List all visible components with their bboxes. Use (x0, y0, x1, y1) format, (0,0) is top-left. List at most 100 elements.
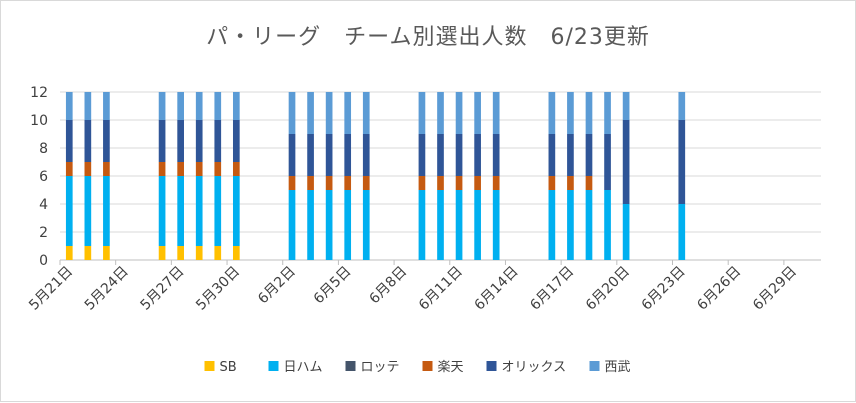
bar-segment-5-1 (84, 92, 92, 120)
bar-segment-5-27 (567, 92, 574, 134)
bar-segment-0-2 (103, 246, 110, 260)
bar-segment-1-15 (344, 190, 352, 260)
bar-segment-3-7 (195, 162, 203, 176)
bar-segment-1-9 (232, 176, 240, 246)
bar-segment-0-9 (232, 246, 240, 260)
bar-segment-1-20 (437, 190, 444, 260)
bar-segment-4-2 (103, 120, 110, 162)
bar-segment-4-20 (437, 134, 444, 176)
bar-segment-3-2 (103, 162, 110, 176)
bar-segment-4-13 (307, 134, 314, 176)
legend-label: 日ハム (284, 360, 323, 375)
bar-segment-4-7 (195, 120, 203, 162)
bar-segment-1-22 (474, 190, 481, 260)
bar-segment-5-14 (325, 92, 333, 134)
bar-segment-3-27 (567, 176, 574, 190)
bar-segment-3-5 (158, 162, 166, 176)
legend-swatch (422, 361, 433, 371)
bar-segment-4-26 (548, 134, 556, 176)
legend-swatch (589, 361, 600, 371)
x-tick-label: 6月2日 (255, 264, 299, 308)
bar-segment-1-12 (288, 190, 296, 260)
x-tick-label: 6月5日 (311, 264, 355, 308)
bar-segment-4-16 (362, 134, 370, 176)
bar-segment-1-30 (622, 204, 630, 260)
bar-segment-5-13 (307, 92, 314, 134)
bar-segment-5-30 (622, 92, 630, 120)
bar-segment-4-14 (325, 134, 333, 176)
bar-segment-0-1 (84, 246, 92, 260)
bar-segment-4-19 (418, 134, 426, 176)
bar-segment-4-9 (232, 120, 240, 162)
bar-segment-3-23 (492, 176, 500, 190)
bar-segment-1-14 (325, 190, 333, 260)
x-tick-label: 6月8日 (366, 264, 410, 308)
x-tick-label: 5月24日 (82, 264, 132, 314)
bar-segment-5-5 (158, 92, 166, 120)
bar-segment-0-0 (65, 246, 73, 260)
bar-segment-3-19 (418, 176, 426, 190)
bar-segment-4-1 (84, 120, 92, 162)
legend-label: オリックス (502, 360, 567, 375)
bar-segment-1-29 (604, 190, 611, 260)
bar-segment-0-7 (195, 246, 203, 260)
bar-segment-1-2 (103, 176, 110, 246)
legend-label: 楽天 (438, 359, 464, 375)
legend-label: 西武 (605, 360, 631, 375)
bar-segment-4-15 (344, 134, 352, 176)
bar-segment-4-23 (492, 134, 500, 176)
bar-segment-3-0 (65, 162, 73, 176)
x-tick-label: 5月21日 (26, 264, 76, 314)
x-tick-label: 6月29日 (750, 264, 800, 314)
bar-segment-5-9 (232, 92, 240, 120)
bar-segment-4-30 (622, 120, 630, 204)
legend-swatch (204, 361, 215, 371)
bar-segment-3-26 (548, 176, 556, 190)
bar-segment-5-21 (455, 92, 463, 134)
bar-segment-3-22 (474, 176, 481, 190)
x-tick-label: 6月26日 (694, 264, 744, 314)
y-tick-label: 4 (39, 197, 48, 213)
bar-segment-0-6 (177, 246, 184, 260)
y-tick-label: 6 (39, 169, 48, 185)
bar-segment-4-8 (214, 120, 222, 162)
bar-segment-4-0 (65, 120, 73, 162)
bar-segment-1-23 (492, 190, 500, 260)
bar-segment-5-12 (288, 92, 296, 134)
x-tick-label: 6月23日 (639, 264, 689, 314)
bar-segment-3-13 (307, 176, 314, 190)
bar-segment-5-15 (344, 92, 352, 134)
bar-segment-4-33 (678, 120, 686, 204)
bar-segment-4-12 (288, 134, 296, 176)
bar-segment-3-28 (585, 176, 593, 190)
bar-segment-1-8 (214, 176, 222, 246)
bar-segment-1-1 (84, 176, 92, 246)
bar-segment-3-8 (214, 162, 222, 176)
chart-title: パ・リーグ チーム別選出人数 6/23更新 (206, 25, 650, 50)
y-tick-label: 2 (39, 225, 48, 241)
bar-segment-0-5 (158, 246, 166, 260)
x-tick-label: 6月11日 (416, 264, 466, 314)
bar-segment-5-8 (214, 92, 222, 120)
bar-segment-3-12 (288, 176, 296, 190)
bar-segment-1-5 (158, 176, 166, 246)
bar-segment-4-29 (604, 134, 611, 190)
bar-segment-5-7 (195, 92, 203, 120)
bar-segment-4-6 (177, 120, 184, 162)
bar-segment-1-13 (307, 190, 314, 260)
bar-segment-5-20 (437, 92, 444, 134)
bar-segment-1-16 (362, 190, 370, 260)
legend-swatch (345, 361, 356, 371)
bar-segment-5-26 (548, 92, 556, 134)
bar-segment-3-14 (325, 176, 333, 190)
bar-segment-4-21 (455, 134, 463, 176)
bar-segment-5-22 (474, 92, 481, 134)
bar-segment-1-27 (567, 190, 574, 260)
bar-segment-5-2 (103, 92, 110, 120)
bar-segment-3-20 (437, 176, 444, 190)
bar-segment-1-33 (678, 204, 686, 260)
bar-segment-1-0 (65, 176, 73, 246)
legend-label: SB (220, 360, 237, 375)
